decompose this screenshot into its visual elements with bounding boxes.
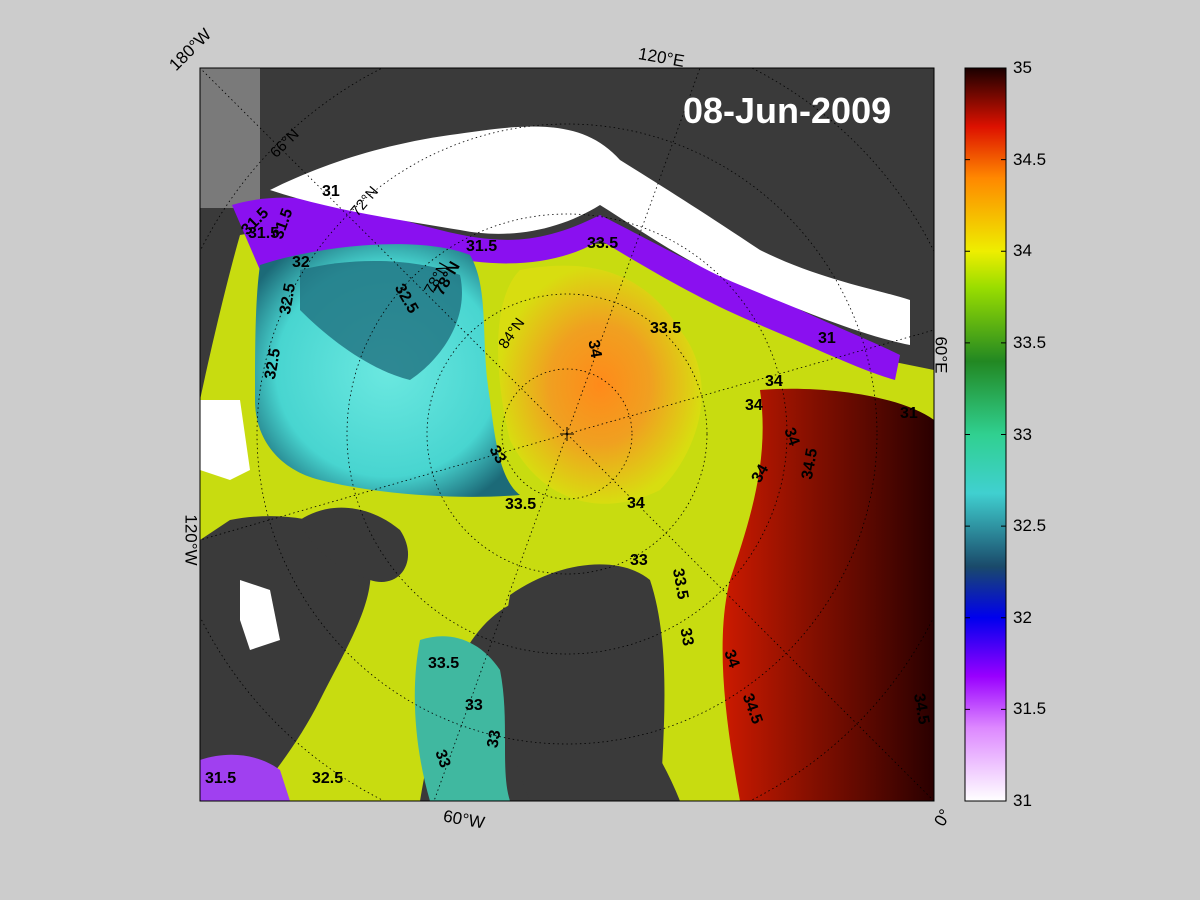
archipelago-island xyxy=(300,507,409,582)
colorbar-tick-label: 31.5 xyxy=(1013,699,1047,719)
colorbar-tick-label: 35 xyxy=(1013,58,1032,77)
graticule xyxy=(200,68,934,801)
map-area xyxy=(200,68,934,801)
contour-label: 34 xyxy=(584,338,605,360)
contour-label: 31.5 xyxy=(248,225,280,242)
colorbar xyxy=(964,67,1007,802)
contour-label: 33 xyxy=(676,626,697,648)
coastal-fresh-water xyxy=(232,197,900,380)
colorbar-ticks xyxy=(965,67,1006,802)
baffin-bay xyxy=(414,636,510,801)
north-pole-marker xyxy=(560,427,574,441)
contour-label: 31.5 xyxy=(466,238,498,255)
contour-label: 33 xyxy=(630,552,648,569)
contour-label: 32.5 xyxy=(312,770,344,787)
date-label: 08-Jun-2009 xyxy=(683,90,892,131)
colorbar-tick-label: 34.5 xyxy=(1013,149,1047,169)
bering-fresh-water xyxy=(200,754,290,801)
contour-label: 31 xyxy=(322,183,340,200)
sea-ice-west xyxy=(200,400,250,480)
beaufort-dark xyxy=(300,260,462,380)
colorbar-tick-label: 31 xyxy=(1013,791,1032,810)
colorbar-tick-label: 34 xyxy=(1013,241,1032,261)
contour-label: 33.5 xyxy=(505,496,537,513)
greenland-land xyxy=(502,564,665,801)
sea-ice xyxy=(270,126,910,345)
colorbar-tick-label: 33 xyxy=(1013,424,1032,444)
contour-label: 33.5 xyxy=(428,655,460,672)
sea-ice-southwest xyxy=(240,580,280,650)
atlantic-inflow xyxy=(722,388,934,801)
map-frame xyxy=(199,67,935,802)
contour-label: 31.5 xyxy=(205,770,237,787)
contour-label: 34 xyxy=(765,373,783,390)
colorbar-tick-label: 32.5 xyxy=(1013,516,1047,536)
contour-label: 34 xyxy=(627,495,645,512)
colorbar-tick-label: 33.5 xyxy=(1013,332,1047,352)
contour-label: 32 xyxy=(292,254,310,271)
contour-label: 31 xyxy=(818,330,836,347)
colorbar-tick-label: 32 xyxy=(1013,607,1032,627)
contour-label: 33 xyxy=(484,728,505,750)
label-120w: 120°W xyxy=(181,514,201,566)
contour-label: 33 xyxy=(465,697,483,714)
label-60e: 60°E xyxy=(931,336,951,374)
contour-label: 33.5 xyxy=(650,320,682,337)
outside-grid-area xyxy=(200,68,260,208)
central-arctic xyxy=(498,265,702,504)
contour-label: 33.5 xyxy=(587,235,619,252)
contour-label: 31 xyxy=(900,405,918,422)
contour-label: 34 xyxy=(745,397,763,414)
